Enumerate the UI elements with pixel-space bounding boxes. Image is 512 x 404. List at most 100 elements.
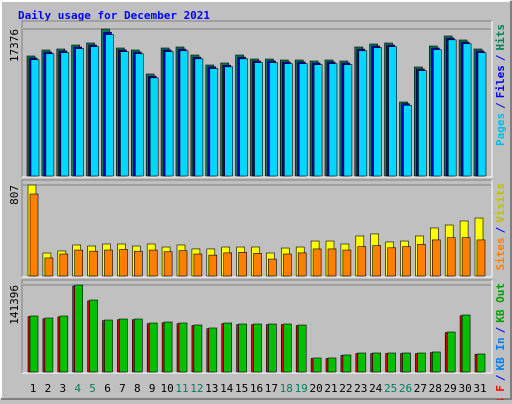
panel-border-dark — [21, 20, 492, 177]
bar — [104, 249, 113, 277]
x-tick-label: 8 — [134, 382, 141, 395]
bar — [343, 64, 353, 177]
legend: Pages / Files / Hits — [494, 24, 507, 146]
bar — [59, 253, 69, 277]
bar — [461, 314, 471, 373]
x-tick-label: 29 — [444, 382, 457, 395]
y-tick-label: 141396 — [8, 285, 21, 325]
bar — [446, 237, 456, 277]
x-tick-label: 2 — [45, 382, 52, 395]
bar — [119, 249, 128, 277]
bar — [223, 322, 232, 373]
x-tick-label: 30 — [458, 382, 471, 395]
bar — [45, 53, 55, 177]
x-tick-label: 11 — [175, 382, 188, 395]
x-tick-label: 4 — [74, 382, 81, 395]
bar — [29, 193, 39, 277]
bar — [253, 253, 262, 277]
bar — [403, 105, 412, 177]
x-tick-label: 18 — [280, 382, 293, 395]
panel-border-dark — [21, 279, 492, 373]
bar — [269, 62, 278, 177]
bar — [357, 352, 367, 373]
x-tick-label: 12 — [190, 382, 203, 395]
legend: KB F / KB In / KB Out — [494, 283, 507, 400]
y-tick-label: 17376 — [8, 29, 21, 62]
legend-entry: Hits — [494, 24, 507, 51]
bar — [431, 239, 441, 277]
bar — [402, 352, 411, 373]
bar — [208, 254, 218, 277]
bar — [149, 77, 159, 177]
bar — [327, 357, 337, 373]
legend-separator: / — [494, 54, 507, 61]
bar — [89, 250, 98, 277]
bar — [90, 46, 99, 177]
bar — [239, 58, 248, 177]
bar — [327, 248, 337, 277]
bar — [282, 253, 292, 277]
legend-entry: Files — [494, 65, 507, 98]
x-tick-label: 5 — [89, 382, 96, 395]
bar — [313, 64, 323, 177]
x-tick-label: 1 — [30, 382, 37, 395]
bar — [89, 299, 98, 373]
bar — [372, 352, 382, 373]
bar — [59, 315, 69, 373]
bar — [417, 352, 426, 373]
bar — [163, 251, 173, 277]
bar — [44, 317, 54, 373]
bar — [163, 321, 173, 373]
bar — [74, 284, 83, 373]
bar — [431, 351, 441, 373]
x-tick-label: 17 — [265, 382, 278, 395]
bar — [357, 246, 367, 277]
bar — [462, 43, 472, 177]
bar — [477, 52, 487, 177]
x-tick-label: 19 — [295, 382, 308, 395]
x-tick-label: 6 — [104, 382, 111, 395]
x-tick-label: 27 — [414, 382, 427, 395]
bar — [268, 323, 277, 373]
bar — [298, 63, 308, 177]
bar — [29, 315, 39, 373]
x-tick-label: 7 — [119, 382, 126, 395]
x-tick-label: 23 — [354, 382, 367, 395]
bar — [134, 318, 143, 373]
bar — [178, 322, 188, 373]
bar — [119, 318, 128, 373]
bar — [238, 323, 247, 373]
legend-entry: Sites — [494, 237, 507, 270]
bar — [402, 246, 411, 277]
bar — [268, 258, 277, 277]
bar — [164, 51, 174, 177]
panel-border-light — [22, 180, 493, 278]
bar — [418, 70, 427, 177]
x-tick-label: 16 — [250, 382, 263, 395]
y-tick-label: 807 — [8, 185, 21, 205]
bar — [178, 250, 188, 277]
x-tick-label: 22 — [339, 382, 352, 395]
bar — [387, 352, 396, 373]
bar — [388, 46, 397, 177]
bar — [44, 257, 54, 277]
bar — [342, 249, 352, 277]
bar — [75, 48, 84, 177]
bar — [476, 239, 486, 277]
bar — [194, 58, 204, 177]
bar — [193, 253, 203, 277]
bar — [432, 49, 442, 177]
bar — [135, 53, 144, 177]
chart-title: Daily usage for December 2021 — [18, 9, 210, 22]
x-tick-label: 15 — [235, 382, 248, 395]
legend-entry: Pages — [494, 113, 507, 146]
bar — [373, 47, 383, 177]
bar — [461, 237, 471, 277]
bar — [74, 249, 83, 277]
bar — [224, 66, 233, 177]
bar — [446, 331, 456, 373]
bar — [476, 353, 486, 373]
